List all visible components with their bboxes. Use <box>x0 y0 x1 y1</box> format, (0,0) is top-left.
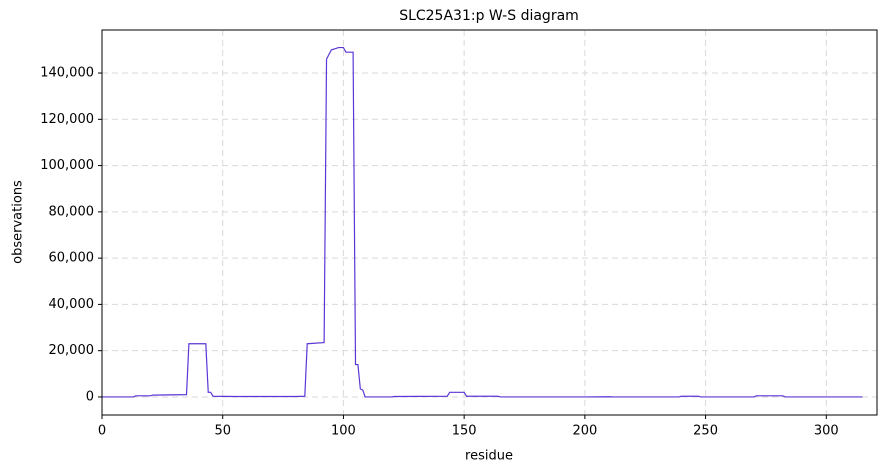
x-axis-label: residue <box>465 449 513 464</box>
y-axis-label: observations <box>11 180 26 264</box>
plot-frame <box>101 29 878 416</box>
y-tick-label: 120,000 <box>40 112 94 127</box>
y-tick-label: 40,000 <box>49 297 95 312</box>
x-tick-label: 300 <box>814 424 839 439</box>
x-tick-label: 250 <box>693 424 718 439</box>
x-tick-label: 200 <box>572 424 597 439</box>
x-tick-label: 50 <box>214 424 231 439</box>
x-tick-label: 150 <box>452 424 477 439</box>
y-tick-label: 0 <box>86 389 94 404</box>
x-tick-label: 100 <box>331 424 356 439</box>
y-tick-label: 100,000 <box>40 158 94 173</box>
y-tick-label: 20,000 <box>49 343 95 358</box>
y-tick-label: 80,000 <box>49 204 95 219</box>
chart-title: SLC25A31:p W-S diagram <box>399 8 579 24</box>
x-tick-label: 0 <box>98 424 106 439</box>
y-tick-label: 60,000 <box>49 251 95 266</box>
y-tick-label: 140,000 <box>40 66 94 81</box>
data-line <box>102 46 863 398</box>
